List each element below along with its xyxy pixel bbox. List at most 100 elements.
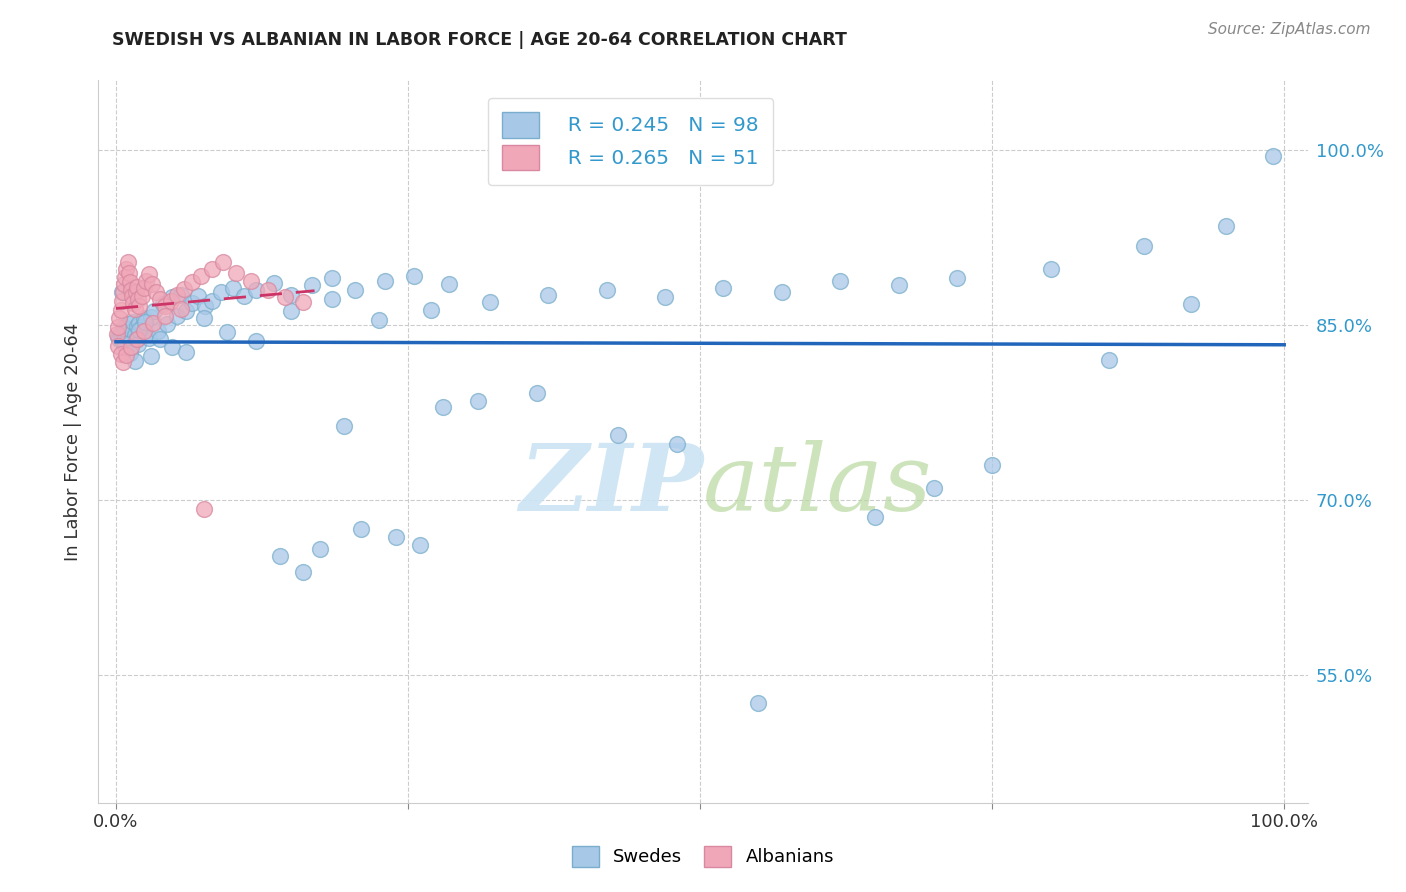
Point <box>1039 262 1062 277</box>
Point <box>118 346 141 360</box>
Point <box>107 339 129 353</box>
Point <box>946 271 969 285</box>
Point <box>131 289 153 303</box>
Point <box>245 334 267 349</box>
Point <box>111 293 134 308</box>
Point <box>212 255 235 269</box>
Point <box>111 285 134 300</box>
Point <box>125 279 148 293</box>
Point <box>115 323 138 337</box>
Point <box>332 419 354 434</box>
Text: ZIP: ZIP <box>519 440 703 530</box>
Point <box>145 285 167 300</box>
Point <box>112 277 135 292</box>
Point <box>344 283 367 297</box>
Point <box>1180 297 1202 311</box>
Point <box>321 271 343 285</box>
Point <box>111 355 134 369</box>
Point <box>108 332 131 346</box>
Point <box>180 296 202 310</box>
Point <box>201 293 224 308</box>
Point <box>174 344 197 359</box>
Point <box>269 549 291 563</box>
Point <box>138 267 160 281</box>
Point <box>537 287 560 301</box>
Point <box>350 522 373 536</box>
Point <box>120 283 142 297</box>
Point <box>981 458 1004 472</box>
Point <box>110 302 132 317</box>
Point <box>153 299 176 313</box>
Point <box>118 332 141 346</box>
Point <box>131 320 153 334</box>
Point <box>121 289 143 303</box>
Point <box>125 285 148 300</box>
Point <box>107 320 129 334</box>
Point <box>409 538 432 552</box>
Point <box>209 285 232 300</box>
Point <box>135 326 157 341</box>
Point <box>120 325 142 339</box>
Point <box>152 297 174 311</box>
Point <box>149 293 172 307</box>
Point <box>437 277 460 292</box>
Point <box>432 400 454 414</box>
Point <box>128 316 150 330</box>
Point <box>117 326 139 341</box>
Point <box>467 393 489 408</box>
Point <box>143 304 166 318</box>
Point <box>110 327 132 342</box>
Point <box>595 283 617 297</box>
Point <box>174 304 197 318</box>
Point <box>125 333 148 347</box>
Text: SWEDISH VS ALBANIAN IN LABOR FORCE | AGE 20-64 CORRELATION CHART: SWEDISH VS ALBANIAN IN LABOR FORCE | AGE… <box>112 31 848 49</box>
Point <box>122 296 145 310</box>
Point <box>830 274 852 288</box>
Point <box>201 262 224 277</box>
Point <box>865 510 887 524</box>
Point <box>135 274 157 288</box>
Point <box>215 325 238 339</box>
Point <box>138 331 160 345</box>
Point <box>193 502 215 516</box>
Point <box>166 287 188 301</box>
Text: atlas: atlas <box>703 440 932 530</box>
Point <box>111 335 134 350</box>
Point <box>280 304 302 318</box>
Point <box>173 282 195 296</box>
Point <box>118 266 141 280</box>
Point <box>160 293 183 308</box>
Point <box>170 301 193 316</box>
Text: Source: ZipAtlas.com: Source: ZipAtlas.com <box>1208 22 1371 37</box>
Point <box>114 336 136 351</box>
Point <box>1133 239 1156 253</box>
Point <box>291 294 314 309</box>
Point <box>170 287 193 301</box>
Point <box>132 324 155 338</box>
Point <box>115 262 138 277</box>
Point <box>124 354 146 368</box>
Point <box>120 340 142 354</box>
Point <box>309 541 332 556</box>
Point <box>245 283 267 297</box>
Point <box>374 274 396 288</box>
Point <box>118 317 141 331</box>
Point <box>526 385 548 400</box>
Legend:   R = 0.245   N = 98,   R = 0.265   N = 51: R = 0.245 N = 98, R = 0.265 N = 51 <box>488 97 772 185</box>
Point <box>1215 219 1237 233</box>
Point <box>118 275 141 289</box>
Point <box>887 278 910 293</box>
Point <box>233 289 256 303</box>
Point <box>747 696 769 710</box>
Point <box>107 329 129 343</box>
Point <box>274 290 297 304</box>
Point <box>124 328 146 343</box>
Point <box>111 324 134 338</box>
Point <box>117 255 139 269</box>
Point <box>222 281 245 295</box>
Point <box>713 281 735 295</box>
Point <box>114 270 136 285</box>
Point <box>225 266 247 280</box>
Point <box>654 290 676 304</box>
Point <box>125 319 148 334</box>
